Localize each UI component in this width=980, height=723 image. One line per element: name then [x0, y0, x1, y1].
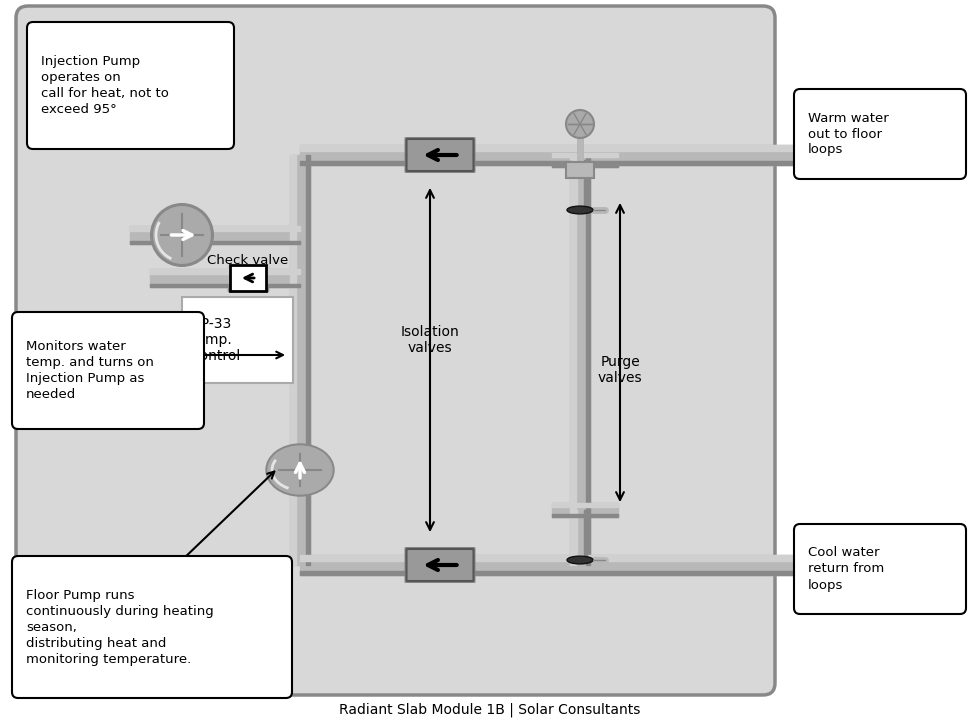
Text: Check valve: Check valve	[208, 254, 289, 267]
FancyBboxPatch shape	[182, 297, 293, 383]
FancyBboxPatch shape	[794, 89, 966, 179]
Circle shape	[150, 203, 214, 267]
FancyBboxPatch shape	[12, 556, 292, 698]
Bar	[230, 265, 266, 291]
FancyBboxPatch shape	[407, 549, 473, 581]
Circle shape	[152, 205, 212, 265]
Text: Warm water
out to floor
loops: Warm water out to floor loops	[808, 111, 889, 156]
FancyBboxPatch shape	[27, 22, 234, 149]
Text: SP-33
temp.
control: SP-33 temp. control	[192, 317, 240, 363]
Bar	[566, 162, 594, 178]
Ellipse shape	[567, 556, 593, 564]
FancyBboxPatch shape	[405, 547, 475, 583]
Text: Radiant Slab Module 1B | Solar Consultants: Radiant Slab Module 1B | Solar Consultan…	[339, 703, 641, 717]
Text: Purge
valves: Purge valves	[598, 355, 642, 385]
Text: Isolation
valves: Isolation valves	[401, 325, 460, 355]
FancyBboxPatch shape	[794, 524, 966, 614]
FancyBboxPatch shape	[407, 139, 473, 171]
Circle shape	[566, 110, 594, 138]
FancyBboxPatch shape	[16, 6, 775, 695]
FancyBboxPatch shape	[12, 312, 204, 429]
Text: Monitors water
temp. and turns on
Injection Pump as
needed: Monitors water temp. and turns on Inject…	[26, 340, 154, 401]
Text: Cool water
return from
loops: Cool water return from loops	[808, 547, 884, 591]
Ellipse shape	[268, 446, 332, 494]
Text: Floor Pump runs
continuously during heating
season,
distributing heat and
monito: Floor Pump runs continuously during heat…	[26, 589, 214, 665]
Ellipse shape	[567, 206, 593, 214]
Text: Injection Pump
operates on
call for heat, not to
exceed 95°: Injection Pump operates on call for heat…	[41, 55, 169, 116]
FancyBboxPatch shape	[405, 137, 475, 173]
Ellipse shape	[266, 444, 334, 496]
